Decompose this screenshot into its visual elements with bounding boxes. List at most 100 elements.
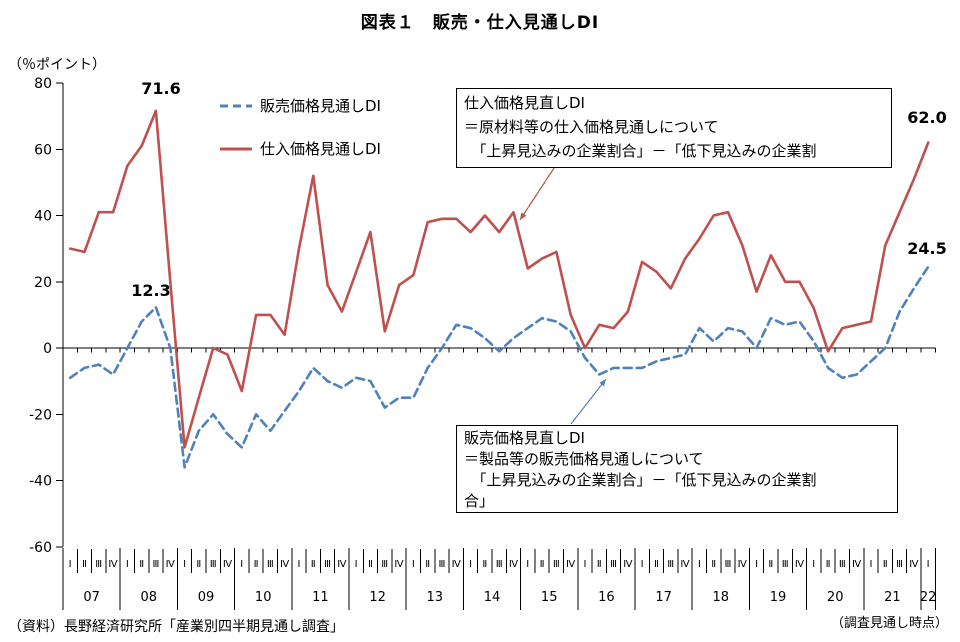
svg-text:Ⅰ: Ⅰ (869, 559, 872, 570)
svg-text:Ⅰ: Ⅰ (641, 559, 644, 570)
svg-text:11: 11 (312, 590, 329, 605)
svg-text:07: 07 (83, 590, 100, 605)
svg-text:Ⅱ: Ⅱ (711, 559, 716, 570)
chart-title: 図表１ 販売・仕入見通しDI (360, 13, 600, 33)
svg-text:Ⅰ: Ⅰ (126, 559, 129, 570)
annotation-line: 合」 (464, 492, 495, 510)
svg-text:Ⅲ: Ⅲ (553, 559, 560, 570)
svg-text:0: 0 (43, 341, 52, 357)
svg-text:-60: -60 (29, 540, 52, 556)
svg-text:Ⅳ: Ⅳ (909, 559, 919, 570)
svg-text:Ⅳ: Ⅳ (852, 559, 862, 570)
legend-label-sales: 販売価格見通しDI (260, 97, 381, 115)
svg-text:-20: -20 (29, 407, 52, 423)
annotation-box-purchase-di: 仕入価格見直しDI ＝原材料等の仕入価格見通しについて 「上昇見込みの企業割合」… (456, 88, 892, 168)
svg-text:Ⅰ: Ⅰ (755, 559, 758, 570)
svg-text:Ⅳ: Ⅳ (738, 559, 748, 570)
svg-text:Ⅲ: Ⅲ (95, 559, 102, 570)
svg-text:Ⅲ: Ⅲ (782, 559, 789, 570)
svg-text:12: 12 (369, 590, 386, 605)
svg-text:22: 22 (920, 590, 937, 605)
svg-text:Ⅳ: Ⅳ (394, 559, 404, 570)
annotation-line: 販売価格見直しDI (464, 429, 585, 447)
svg-text:Ⅳ: Ⅳ (680, 559, 690, 570)
data-label-red-end: 62.0 (907, 108, 947, 127)
svg-text:Ⅰ: Ⅰ (183, 559, 186, 570)
svg-text:Ⅰ: Ⅰ (469, 559, 472, 570)
svg-text:09: 09 (198, 590, 215, 605)
annotation-line: 仕入価格見直しDI (464, 94, 585, 112)
y-axis-unit-label: （％ポイント） (8, 57, 106, 73)
data-label-blue-peak: 12.3 (131, 281, 171, 300)
svg-text:Ⅱ: Ⅱ (540, 559, 545, 570)
svg-text:19: 19 (770, 590, 787, 605)
svg-text:Ⅲ: Ⅲ (438, 559, 445, 570)
svg-text:80: 80 (34, 76, 52, 92)
svg-text:Ⅲ: Ⅲ (724, 559, 731, 570)
svg-text:21: 21 (884, 590, 901, 605)
svg-text:40: 40 (34, 209, 52, 225)
data-label-blue-end: 24.5 (907, 239, 947, 258)
svg-text:Ⅳ: Ⅳ (280, 559, 290, 570)
svg-text:Ⅳ: Ⅳ (566, 559, 576, 570)
svg-text:Ⅰ: Ⅰ (240, 559, 243, 570)
svg-text:15: 15 (541, 590, 558, 605)
svg-text:Ⅲ: Ⅲ (324, 559, 331, 570)
svg-text:Ⅰ: Ⅰ (297, 559, 300, 570)
svg-text:Ⅳ: Ⅳ (166, 559, 176, 570)
svg-text:14: 14 (484, 590, 501, 605)
svg-text:10: 10 (255, 590, 272, 605)
svg-text:Ⅰ: Ⅰ (812, 559, 815, 570)
svg-text:-40: -40 (29, 474, 52, 490)
svg-text:Ⅰ: Ⅰ (69, 559, 72, 570)
svg-text:08: 08 (141, 590, 158, 605)
annotation-line: ＝製品等の販売価格見通しについて (464, 450, 704, 468)
svg-text:Ⅰ: Ⅰ (355, 559, 358, 570)
svg-text:Ⅲ: Ⅲ (667, 559, 674, 570)
svg-text:Ⅳ: Ⅳ (623, 559, 633, 570)
svg-text:Ⅱ: Ⅱ (425, 559, 430, 570)
svg-text:Ⅳ: Ⅳ (108, 559, 118, 570)
svg-text:60: 60 (34, 142, 52, 158)
annotation-line: 「上昇見込みの企業割合」－「低下見込みの企業割 (464, 471, 817, 489)
annotation-line: ＝原材料等の仕入価格見通しについて (464, 118, 719, 136)
svg-text:Ⅳ: Ⅳ (509, 559, 519, 570)
svg-text:Ⅰ: Ⅰ (698, 559, 701, 570)
svg-text:Ⅱ: Ⅱ (139, 559, 144, 570)
svg-text:Ⅱ: Ⅱ (482, 559, 487, 570)
svg-text:Ⅱ: Ⅱ (82, 559, 87, 570)
svg-text:Ⅱ: Ⅱ (768, 559, 773, 570)
svg-text:Ⅲ: Ⅲ (210, 559, 217, 570)
svg-text:Ⅲ: Ⅲ (267, 559, 274, 570)
svg-text:Ⅲ: Ⅲ (496, 559, 503, 570)
legend-item-purchase: 仕入価格見通しDI (220, 138, 381, 159)
svg-text:Ⅳ: Ⅳ (223, 559, 233, 570)
svg-text:Ⅲ: Ⅲ (896, 559, 903, 570)
svg-text:Ⅰ: Ⅰ (412, 559, 415, 570)
survey-timing-note: （調査見通し時点） (830, 616, 948, 631)
svg-text:20: 20 (34, 275, 52, 291)
legend-solid-line-sample (220, 147, 252, 150)
svg-text:Ⅳ: Ⅳ (337, 559, 347, 570)
svg-text:17: 17 (655, 590, 672, 605)
legend-item-sales: 販売価格見通しDI (220, 95, 381, 116)
svg-text:Ⅲ: Ⅲ (381, 559, 388, 570)
svg-text:Ⅱ: Ⅱ (883, 559, 888, 570)
legend-label-purchase: 仕入価格見通しDI (260, 140, 381, 158)
data-label-red-peak: 71.6 (141, 79, 181, 98)
svg-text:Ⅱ: Ⅱ (368, 559, 373, 570)
annotation-line: 「上昇見込みの企業割合」－「低下見込みの企業割 (464, 142, 817, 160)
legend-dashed-line-sample (220, 104, 252, 107)
svg-text:Ⅳ: Ⅳ (795, 559, 805, 570)
svg-text:16: 16 (598, 590, 615, 605)
svg-text:18: 18 (713, 590, 730, 605)
svg-text:Ⅰ: Ⅰ (927, 559, 930, 570)
svg-text:Ⅱ: Ⅱ (196, 559, 201, 570)
svg-text:20: 20 (827, 590, 844, 605)
svg-text:Ⅱ: Ⅱ (597, 559, 602, 570)
svg-text:Ⅱ: Ⅱ (826, 559, 831, 570)
svg-text:Ⅲ: Ⅲ (152, 559, 159, 570)
svg-text:Ⅱ: Ⅱ (254, 559, 259, 570)
